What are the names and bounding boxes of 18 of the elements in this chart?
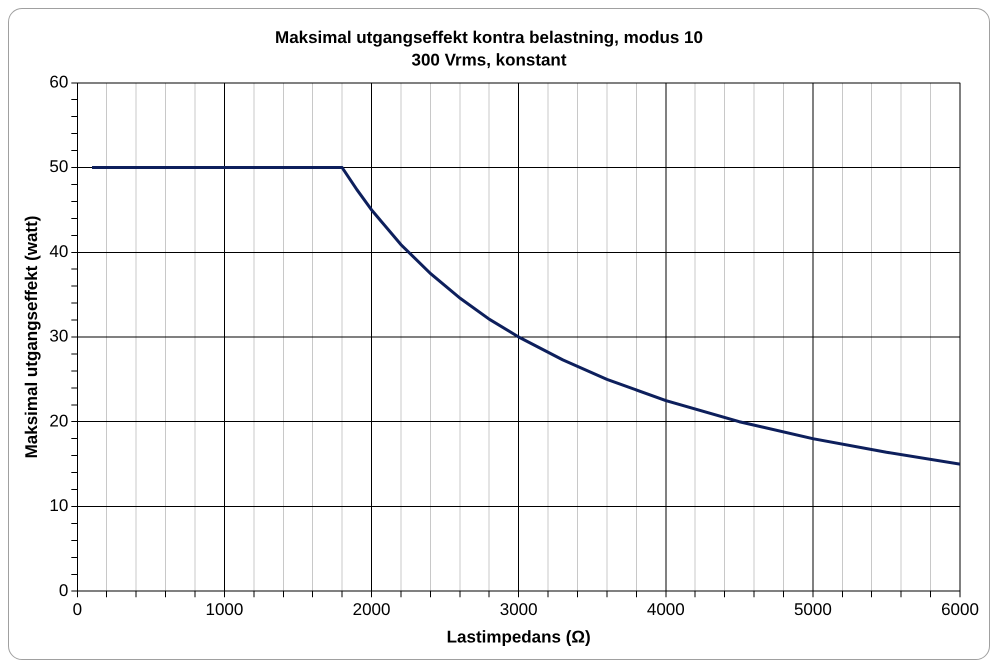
y-tick-label: 50 (49, 157, 68, 176)
y-tick-label: 40 (49, 242, 68, 261)
x-tick-label: 5000 (794, 600, 832, 620)
y-tick-label: 20 (49, 411, 68, 430)
x-tick-label: 6000 (941, 600, 979, 620)
y-tick-label: 30 (49, 326, 68, 346)
x-tick-label: 3000 (500, 600, 538, 620)
y-tick-label: 60 (49, 72, 68, 92)
y-axis-title: Maksimal utgangseffekt (watt) (22, 216, 41, 458)
chart-title: Maksimal utgangseffekt kontra belastning, modus 10 (275, 28, 703, 47)
x-tick-label: 0 (72, 600, 82, 620)
x-axis-title: Lastimpedans (Ω) (446, 627, 591, 646)
y-tick-label: 10 (49, 496, 68, 516)
x-tick-label: 1000 (206, 600, 244, 620)
x-tick-label: 4000 (646, 600, 685, 620)
x-tick-label: 2000 (352, 600, 390, 620)
chart-subtitle: 300 Vrms, konstant (412, 50, 567, 70)
y-tick-label: 0 (58, 580, 68, 600)
